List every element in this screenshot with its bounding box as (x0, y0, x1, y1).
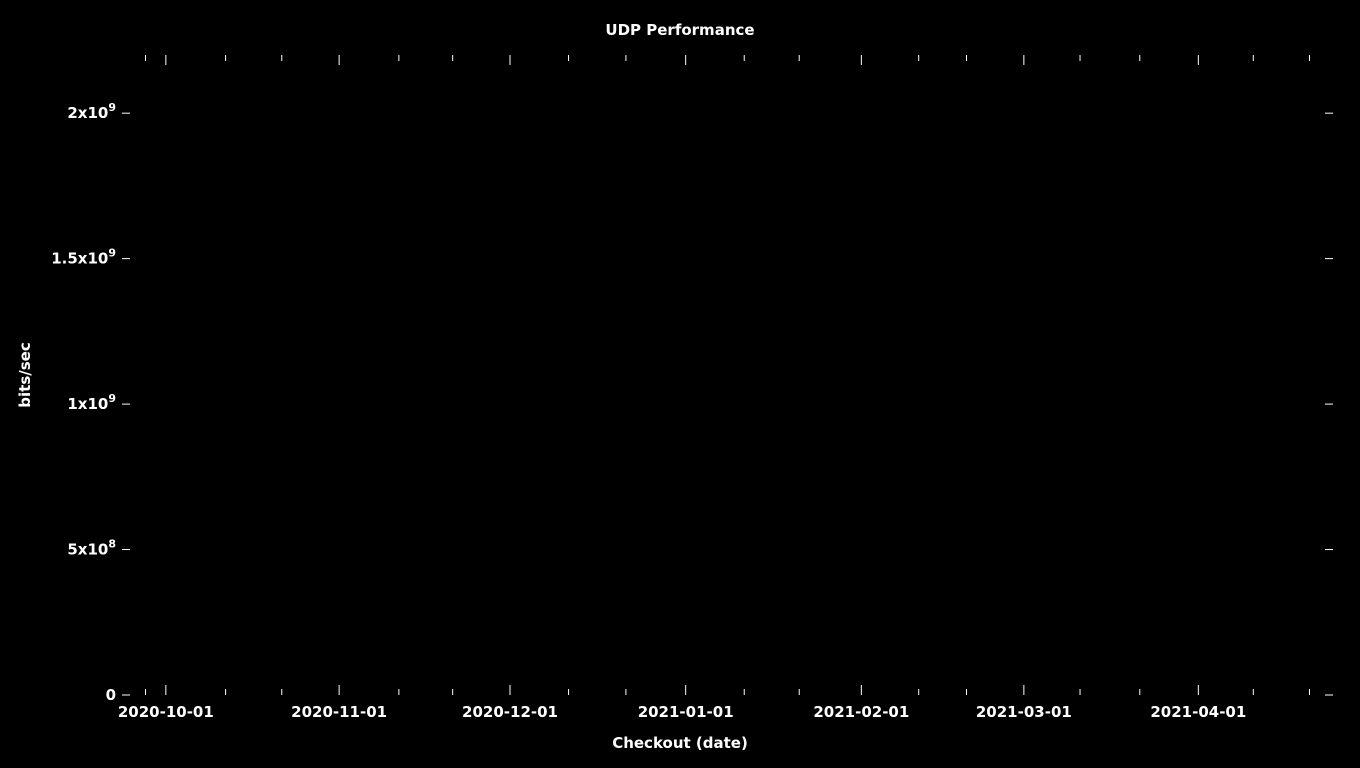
chart-container: UDP Performance bits/sec Checkout (date)… (0, 0, 1360, 768)
y-tick-label: 5x108 (67, 538, 116, 559)
y-tick-label: 1x109 (67, 392, 116, 413)
chart-title: UDP Performance (605, 21, 754, 39)
y-ticks-group: 0 5x108 1x109 1.5x109 2x109 (51, 101, 1333, 704)
y-tick-label: 0 (106, 686, 116, 704)
x-axis-label: Checkout (date) (612, 734, 748, 752)
x-tick-label: 2020-11-01 (291, 703, 387, 721)
x-tick-label: 2021-02-01 (813, 703, 909, 721)
y-axis-label: bits/sec (16, 342, 34, 407)
chart-svg: UDP Performance bits/sec Checkout (date)… (0, 0, 1360, 768)
x-tick-label: 2021-04-01 (1150, 703, 1246, 721)
y-tick-label: 1.5x109 (51, 247, 116, 268)
x-tick-label: 2020-12-01 (462, 703, 558, 721)
x-tick-label: 2021-03-01 (976, 703, 1072, 721)
x-ticks-group: 2020-10-01 2020-11-01 2020-12-01 2021-01-01… (118, 55, 1310, 721)
x-tick-label: 2021-01-01 (638, 703, 734, 721)
y-tick-label: 2x109 (67, 101, 116, 122)
x-tick-label: 2020-10-01 (118, 703, 214, 721)
